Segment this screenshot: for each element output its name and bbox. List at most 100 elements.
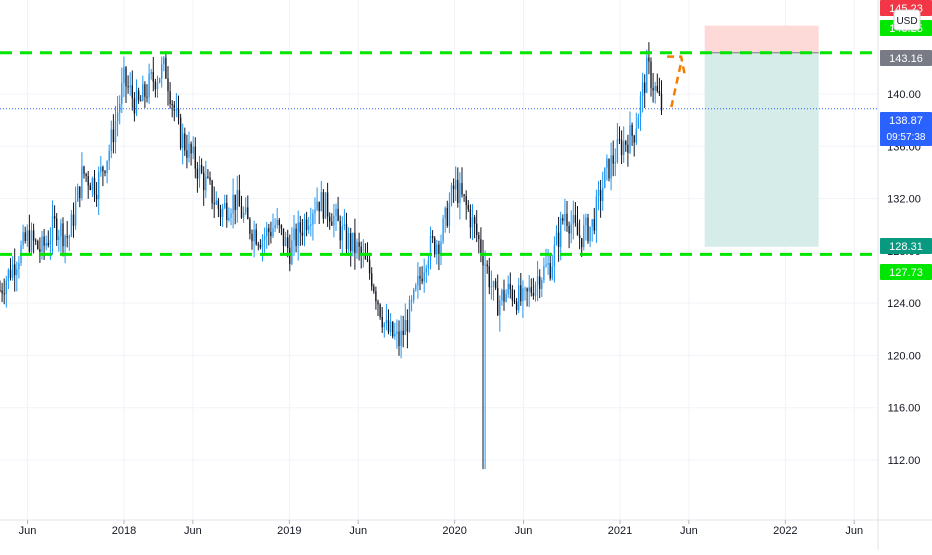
candle-body xyxy=(467,205,469,210)
candle-body xyxy=(100,166,102,173)
candle-body xyxy=(478,234,480,240)
candle-body xyxy=(574,215,577,223)
candle-body xyxy=(385,320,388,324)
time-tick-label: Jun xyxy=(680,525,698,537)
candle-body xyxy=(541,279,543,289)
candle-body xyxy=(142,84,144,101)
candle-body xyxy=(343,224,346,227)
candle-body xyxy=(305,219,308,230)
candle-body xyxy=(249,219,251,234)
candle-body xyxy=(11,264,14,278)
candle-body xyxy=(589,226,591,242)
candle-body xyxy=(196,168,199,179)
candle-body xyxy=(255,229,257,245)
candle-body xyxy=(5,280,7,295)
candle-body xyxy=(507,283,509,294)
candle-body xyxy=(163,57,165,65)
currency-badge[interactable] xyxy=(893,9,921,31)
candle-body xyxy=(513,300,516,302)
time-tick-label: 2019 xyxy=(277,525,301,537)
candle-body xyxy=(635,128,637,143)
price-label-value: 128.31 xyxy=(889,241,923,253)
candle-body xyxy=(522,288,524,302)
candle-body xyxy=(616,139,619,163)
candle-body xyxy=(238,190,241,207)
candle-body xyxy=(557,232,560,247)
candle-body xyxy=(270,232,272,237)
candle-body xyxy=(511,289,514,301)
candle-body xyxy=(633,135,635,143)
candle-body xyxy=(488,266,490,288)
candle-body xyxy=(400,330,402,347)
candle-body xyxy=(528,287,530,292)
candle-body xyxy=(123,67,125,84)
candle-body xyxy=(85,173,87,177)
candle-body xyxy=(455,179,457,190)
candle-body xyxy=(28,230,31,252)
candle-body xyxy=(482,253,484,266)
candle-body xyxy=(45,243,47,246)
candle-body xyxy=(7,269,10,281)
candle-body xyxy=(450,185,453,204)
candle-body xyxy=(413,289,415,300)
candle-body xyxy=(423,272,425,282)
candle-body xyxy=(116,112,119,122)
candle-body xyxy=(312,213,314,225)
candle-body xyxy=(331,221,333,226)
candle-body xyxy=(266,228,268,237)
candle-body xyxy=(371,273,373,287)
price-tick-label: 120.00 xyxy=(887,350,921,362)
candle-body xyxy=(396,331,398,334)
candle-body xyxy=(341,226,343,241)
candle-body xyxy=(211,180,213,204)
candle-body xyxy=(448,203,451,226)
candle-body xyxy=(278,219,280,226)
candle-body xyxy=(127,86,129,88)
candle-body xyxy=(335,208,337,216)
candle-body xyxy=(620,140,623,155)
candle-body xyxy=(247,207,249,220)
candle-body xyxy=(209,177,211,181)
price-axis: 112.00116.00120.00124.00128.00132.00136.… xyxy=(877,0,921,550)
candle-body xyxy=(560,218,562,247)
candle-body xyxy=(520,285,522,302)
candle-body xyxy=(536,276,539,285)
candle-body xyxy=(251,233,253,242)
candle-body xyxy=(473,217,476,224)
price-label-box xyxy=(880,112,932,146)
candle-body xyxy=(608,158,610,179)
candle-body xyxy=(545,264,547,267)
candle-body xyxy=(79,186,81,199)
projection-arrow-head xyxy=(667,55,687,77)
price-label-box xyxy=(880,264,932,280)
candle-body xyxy=(284,237,287,247)
candle-body xyxy=(618,139,621,141)
candle-body xyxy=(576,222,579,236)
candle-body xyxy=(137,90,140,101)
candle-body xyxy=(295,228,297,246)
candle-body xyxy=(297,222,299,246)
candle-body xyxy=(156,82,159,90)
candle-body xyxy=(192,146,194,154)
price-label-value: 143.16 xyxy=(889,53,923,65)
candle-body xyxy=(452,185,455,190)
candle-body xyxy=(476,223,478,235)
stop-loss-zone[interactable] xyxy=(704,25,819,53)
candle-body xyxy=(404,320,406,335)
candle-body xyxy=(515,301,518,311)
candle-body xyxy=(62,223,64,247)
candle-body xyxy=(213,203,215,205)
projection-arrow-line[interactable] xyxy=(670,62,683,108)
candle-body xyxy=(484,264,486,266)
candle-body xyxy=(345,224,348,250)
candle-body xyxy=(570,224,572,234)
candle-body xyxy=(612,155,614,164)
candle-body xyxy=(509,283,511,290)
candle-body xyxy=(463,194,465,197)
candle-body xyxy=(200,164,203,173)
take-profit-zone[interactable] xyxy=(704,52,819,247)
candle-body xyxy=(121,83,123,104)
candle-body xyxy=(595,195,598,231)
